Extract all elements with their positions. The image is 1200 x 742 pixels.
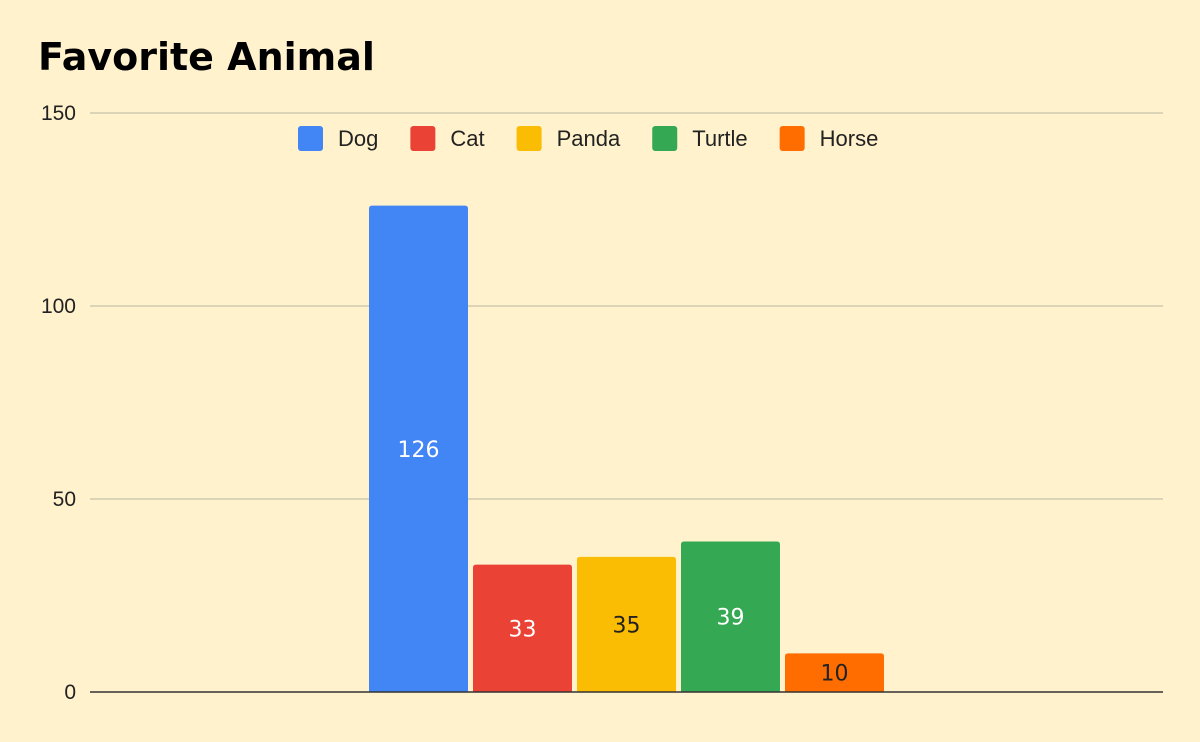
- bar-value-label: 10: [821, 662, 849, 687]
- legend-item-cat[interactable]: Cat: [410, 126, 485, 151]
- y-tick-label: 100: [41, 295, 76, 318]
- bar-value-label: 33: [509, 617, 537, 642]
- legend: Dog Cat Panda Turtle Horse: [298, 126, 878, 151]
- legend-label: Cat: [450, 126, 484, 151]
- legend-swatch: [298, 126, 323, 151]
- bar-value-label: 126: [398, 438, 440, 463]
- legend-swatch: [410, 126, 436, 151]
- bar-horse: [785, 653, 884, 692]
- bars: [369, 205, 884, 692]
- bar-dog: [369, 205, 468, 692]
- y-tick-label: 0: [64, 681, 76, 704]
- legend-swatch: [652, 126, 678, 151]
- legend-swatch: [516, 126, 542, 151]
- legend-swatch: [779, 126, 805, 151]
- legend-label: Dog: [338, 126, 378, 151]
- legend-item-dog[interactable]: Dog: [298, 126, 378, 151]
- bar-value-label: 35: [613, 613, 641, 638]
- y-tick-label: 150: [41, 102, 76, 125]
- y-tick-label: 50: [53, 488, 76, 511]
- chart-title: Favorite Animal: [38, 35, 375, 79]
- bar-panda: [577, 556, 676, 692]
- legend-item-panda[interactable]: Panda: [516, 126, 621, 151]
- bar-turtle: [681, 541, 780, 692]
- gridlines: [90, 112, 1163, 500]
- legend-item-horse[interactable]: Horse: [779, 126, 879, 151]
- legend-label: Horse: [820, 126, 879, 151]
- bar-labels: 126 33 35 39 10: [398, 438, 849, 687]
- legend-label: Panda: [557, 126, 621, 151]
- legend-label: Turtle: [692, 126, 747, 151]
- legend-item-turtle[interactable]: Turtle: [652, 126, 748, 151]
- bar-value-label: 39: [717, 606, 745, 631]
- y-axis-ticks: 0 50 100 150: [41, 102, 76, 704]
- bar-cat: [473, 564, 572, 692]
